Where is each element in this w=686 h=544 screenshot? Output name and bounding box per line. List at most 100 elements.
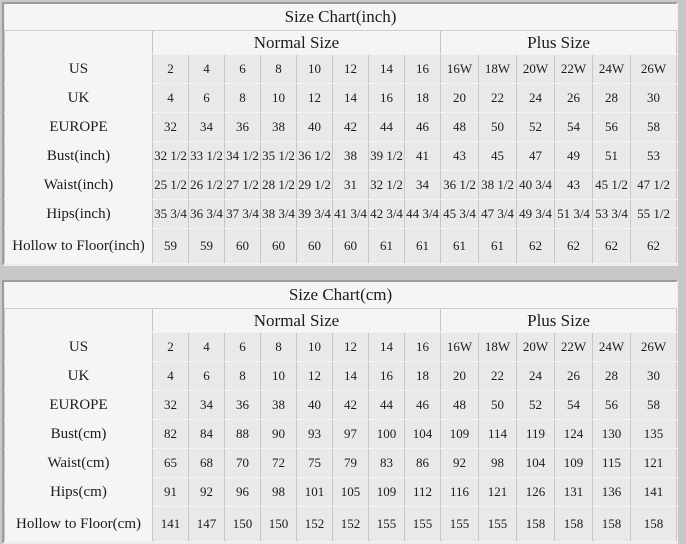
size-cell: 4 <box>188 54 225 84</box>
table-row: Bust(cm) 82 84 88 90 93 97 100 104 109 114 119 124 13… <box>4 419 678 449</box>
row-label: Waist(cm) <box>4 448 153 478</box>
size-cell: 83 <box>368 448 405 478</box>
size-cell: 109 <box>368 477 405 507</box>
size-cell: 36 3/4 <box>188 199 225 229</box>
size-cell: 32 <box>152 112 189 142</box>
size-cell: 92 <box>440 448 479 478</box>
size-cell: 24W <box>592 332 631 362</box>
corner-cell <box>4 308 153 333</box>
size-cell: 136 <box>592 477 631 507</box>
size-cell: 98 <box>260 477 297 507</box>
size-cell: 2 <box>152 54 189 84</box>
size-cell: 115 <box>592 448 631 478</box>
size-cell: 14 <box>332 83 369 113</box>
size-cell: 40 <box>296 390 333 420</box>
size-cell: 30 <box>629 83 678 113</box>
size-cell: 22 <box>478 83 517 113</box>
size-cell: 84 <box>188 419 225 449</box>
size-cell: 91 <box>152 477 189 507</box>
size-cell: 116 <box>440 477 479 507</box>
size-cell: 88 <box>224 419 261 449</box>
size-cell: 48 <box>440 390 479 420</box>
size-cell: 45 3/4 <box>440 199 479 229</box>
size-cell: 41 <box>404 141 441 171</box>
size-cell: 124 <box>554 419 593 449</box>
size-cell: 26 1/2 <box>188 170 225 200</box>
size-cell: 6 <box>224 54 261 84</box>
table-row: Bust(inch) 32 1/2 33 1/2 34 1/2 35 1/2 36 1/2… <box>4 141 678 171</box>
size-cell: 8 <box>260 54 297 84</box>
size-cell: 51 3/4 <box>554 199 593 229</box>
size-cell: 50 <box>478 390 517 420</box>
size-cell: 121 <box>478 477 517 507</box>
size-cell: 45 <box>478 141 517 171</box>
size-cell: 24 <box>516 83 555 113</box>
size-cell: 152 <box>332 506 369 542</box>
size-cell: 62 <box>516 228 555 264</box>
size-cell: 16 <box>368 83 405 113</box>
size-cell: 60 <box>224 228 261 264</box>
size-cell: 50 <box>478 112 517 142</box>
size-cell: 150 <box>224 506 261 542</box>
size-cell: 62 <box>592 228 631 264</box>
row-label: Bust(cm) <box>4 419 153 449</box>
size-cell: 79 <box>332 448 369 478</box>
row-label: UK <box>4 361 153 391</box>
group-header-plus: Plus Size <box>439 308 678 333</box>
size-cell: 54 <box>554 112 593 142</box>
size-cell: 61 <box>368 228 405 264</box>
size-cell: 38 <box>332 141 369 171</box>
size-cell: 12 <box>296 361 333 391</box>
size-cell: 12 <box>332 54 369 84</box>
table-row: Waist(inch) 25 1/2 26 1/2 27 1/2 28 1/2 29 1/… <box>4 170 678 200</box>
table-row: Waist(cm) 65 68 70 72 75 79 83 86 92 98 104 109 115 12… <box>4 448 678 478</box>
size-cell: 65 <box>152 448 189 478</box>
size-cell: 56 <box>592 112 631 142</box>
size-cell: 53 <box>629 141 678 171</box>
size-cell: 135 <box>629 419 678 449</box>
size-cell: 32 1/2 <box>152 141 189 171</box>
size-cell: 6 <box>224 332 261 362</box>
size-cell: 28 <box>592 83 631 113</box>
row-label: EUROPE <box>4 112 153 142</box>
size-cell: 10 <box>260 361 297 391</box>
size-cell: 36 1/2 <box>440 170 479 200</box>
size-cell: 34 <box>188 390 225 420</box>
size-cell: 20W <box>516 332 555 362</box>
size-cell: 60 <box>296 228 333 264</box>
size-cell: 90 <box>260 419 297 449</box>
size-cell: 45 1/2 <box>592 170 631 200</box>
group-header-normal: Normal Size <box>152 308 441 333</box>
table-row: UK 4 6 8 10 12 14 16 18 20 22 24 26 28 30 <box>4 83 678 113</box>
size-cell: 39 3/4 <box>296 199 333 229</box>
size-cell: 55 1/2 <box>629 199 678 229</box>
size-cell: 43 <box>554 170 593 200</box>
size-cell: 92 <box>188 477 225 507</box>
size-cell: 24 <box>516 361 555 391</box>
size-cell: 16W <box>440 54 479 84</box>
size-cell: 40 3/4 <box>516 170 555 200</box>
size-cell: 12 <box>296 83 333 113</box>
table-row: Hollow to Floor(cm) 141 147 150 150 152 152 155… <box>4 506 678 542</box>
size-cell: 16W <box>440 332 479 362</box>
size-cell: 70 <box>224 448 261 478</box>
size-cell: 121 <box>629 448 678 478</box>
row-label: Hollow to Floor(inch) <box>4 228 153 264</box>
size-cell: 37 3/4 <box>224 199 261 229</box>
size-cell: 158 <box>629 506 678 542</box>
size-cell: 158 <box>592 506 631 542</box>
size-cell: 61 <box>404 228 441 264</box>
size-cell: 52 <box>516 390 555 420</box>
size-cell: 8 <box>224 83 261 113</box>
size-cell: 141 <box>152 506 189 542</box>
size-cell: 147 <box>188 506 225 542</box>
size-cell: 25 1/2 <box>152 170 189 200</box>
size-cell: 35 1/2 <box>260 141 297 171</box>
size-cell: 141 <box>629 477 678 507</box>
size-cell: 155 <box>440 506 479 542</box>
size-cell: 62 <box>629 228 678 264</box>
table-row: Hips(inch) 35 3/4 36 3/4 37 3/4 38 3/4 39 3/4… <box>4 199 678 229</box>
size-cell: 26W <box>629 332 678 362</box>
size-cell: 155 <box>368 506 405 542</box>
size-cell: 10 <box>296 332 333 362</box>
